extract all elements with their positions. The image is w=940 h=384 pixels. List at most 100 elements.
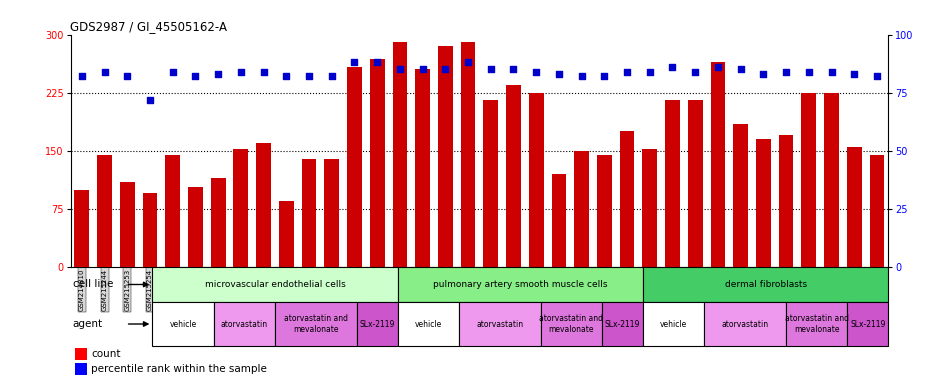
Bar — [357, 302, 398, 346]
Point — [642, 69, 657, 75]
Point — [324, 73, 339, 79]
Point — [688, 69, 703, 75]
Text: pulmonary artery smooth muscle cells: pulmonary artery smooth muscle cells — [433, 280, 607, 289]
Point — [824, 69, 839, 75]
Text: atorvastatin and
mevalonate: atorvastatin and mevalonate — [284, 314, 348, 334]
Text: vehicle: vehicle — [415, 319, 442, 328]
Bar — [213, 302, 274, 346]
Bar — [778, 135, 793, 267]
Bar — [188, 187, 203, 267]
Bar — [143, 194, 157, 267]
Bar — [324, 159, 339, 267]
Bar — [666, 101, 680, 267]
Bar — [597, 155, 612, 267]
Bar — [165, 155, 180, 267]
Point — [119, 73, 134, 79]
Bar — [438, 46, 453, 267]
Point — [483, 66, 498, 73]
Point — [211, 71, 226, 77]
Point — [97, 69, 112, 75]
Bar — [642, 149, 657, 267]
Bar — [152, 267, 398, 302]
Bar — [802, 93, 816, 267]
Bar — [347, 67, 362, 267]
Point — [165, 69, 180, 75]
Text: vehicle: vehicle — [169, 319, 196, 328]
Bar — [461, 42, 476, 267]
Text: atorvastatin: atorvastatin — [477, 319, 524, 328]
Point — [74, 73, 89, 79]
Point — [778, 69, 793, 75]
Bar — [74, 190, 89, 267]
Bar — [870, 155, 885, 267]
Text: SLx-2119: SLx-2119 — [359, 319, 395, 328]
Bar — [552, 174, 566, 267]
Text: agent: agent — [72, 319, 102, 329]
Text: atorvastatin: atorvastatin — [221, 319, 268, 328]
Point — [347, 60, 362, 66]
Bar — [302, 159, 317, 267]
Bar — [786, 302, 848, 346]
Point — [870, 73, 885, 79]
Bar — [74, 363, 86, 375]
Bar — [711, 62, 726, 267]
Point — [143, 97, 158, 103]
Point — [619, 69, 634, 75]
Text: GDS2987 / GI_45505162-A: GDS2987 / GI_45505162-A — [70, 20, 227, 33]
Bar — [274, 302, 357, 346]
Bar — [483, 101, 498, 267]
Point — [461, 60, 476, 66]
Bar — [529, 93, 543, 267]
Point — [392, 66, 407, 73]
Bar — [398, 302, 459, 346]
Text: atorvastatin: atorvastatin — [722, 319, 769, 328]
Bar — [602, 302, 643, 346]
Text: SLx-2119: SLx-2119 — [850, 319, 885, 328]
Bar — [643, 267, 888, 302]
Text: dermal fibroblasts: dermal fibroblasts — [725, 280, 807, 289]
Bar — [233, 149, 248, 267]
Point — [188, 73, 203, 79]
Text: atorvastatin and
mevalonate: atorvastatin and mevalonate — [540, 314, 603, 334]
Point — [756, 71, 771, 77]
Point — [506, 66, 521, 73]
Point — [438, 66, 453, 73]
Bar — [506, 85, 521, 267]
Bar — [97, 155, 112, 267]
Point — [733, 66, 748, 73]
Bar — [847, 147, 862, 267]
Bar — [756, 139, 771, 267]
Text: percentile rank within the sample: percentile rank within the sample — [91, 364, 267, 374]
Point — [597, 73, 612, 79]
Bar — [459, 302, 540, 346]
Point — [302, 73, 317, 79]
Bar — [74, 348, 86, 360]
Bar — [824, 93, 838, 267]
Point — [233, 69, 248, 75]
Text: cell line: cell line — [72, 280, 113, 290]
Bar — [574, 151, 589, 267]
Point — [552, 71, 567, 77]
Bar — [279, 201, 293, 267]
Bar — [619, 131, 634, 267]
Point — [665, 64, 680, 70]
Point — [415, 66, 431, 73]
Text: atorvastatin and
mevalonate: atorvastatin and mevalonate — [785, 314, 849, 334]
Point — [256, 69, 271, 75]
Bar — [688, 101, 702, 267]
Bar — [152, 302, 213, 346]
Bar — [257, 143, 271, 267]
Point — [279, 73, 294, 79]
Text: SLx-2119: SLx-2119 — [604, 319, 640, 328]
Bar — [704, 302, 786, 346]
Point — [528, 69, 543, 75]
Bar — [369, 60, 384, 267]
Bar — [415, 70, 430, 267]
Bar — [733, 124, 748, 267]
Point — [847, 71, 862, 77]
Bar — [643, 302, 704, 346]
Text: microvascular endothelial cells: microvascular endothelial cells — [205, 280, 345, 289]
Bar — [398, 267, 643, 302]
Bar — [540, 302, 603, 346]
Point — [369, 60, 384, 66]
